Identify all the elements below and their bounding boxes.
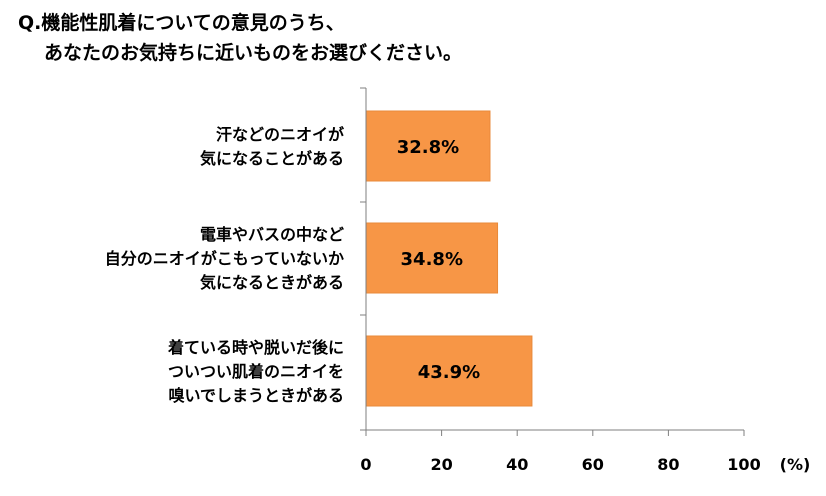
- value-label-1: 32.8%: [397, 137, 459, 158]
- x-tick-label-20: 20: [430, 455, 452, 474]
- category-label-1-line-1: 汗などのニオイが: [216, 125, 344, 144]
- x-tick-label-40: 40: [506, 455, 528, 474]
- title-line-2: あなたのお気持ちに近いものをお選びください。: [44, 42, 463, 64]
- category-label-1-line-2: 気になることがある: [200, 149, 344, 168]
- category-label-2-line-3: 気になるときがある: [200, 273, 344, 292]
- category-label-3-line-2: ついつい肌着のニオイを: [168, 362, 344, 381]
- category-label-3-line-3: 嗅いでしまうときがある: [168, 386, 344, 405]
- bar-2: [365, 222, 499, 294]
- value-label-3: 43.9%: [418, 362, 480, 383]
- value-label-2: 34.8%: [401, 249, 463, 270]
- x-tick-label-0: 0: [360, 455, 371, 474]
- bar-1: [365, 110, 491, 182]
- bar-3: [365, 335, 533, 407]
- category-label-2-line-1: 電車やバスの中など: [200, 225, 344, 244]
- x-tick-label-80: 80: [657, 455, 679, 474]
- title-line-1: Q.機能性肌着についての意見のうち、: [18, 12, 345, 34]
- x-unit-label: (%): [780, 455, 811, 474]
- category-label-2-line-2: 自分のニオイがこもっていないか: [105, 249, 344, 268]
- x-tick-label-60: 60: [582, 455, 604, 474]
- category-label-3-line-1: 着ている時や脱いだ後に: [167, 338, 344, 357]
- chart-title: Q.機能性肌着についての意見のうち、 あなたのお気持ちに近いものをお選びください…: [18, 8, 462, 68]
- x-tick-label-100: 100: [727, 455, 760, 474]
